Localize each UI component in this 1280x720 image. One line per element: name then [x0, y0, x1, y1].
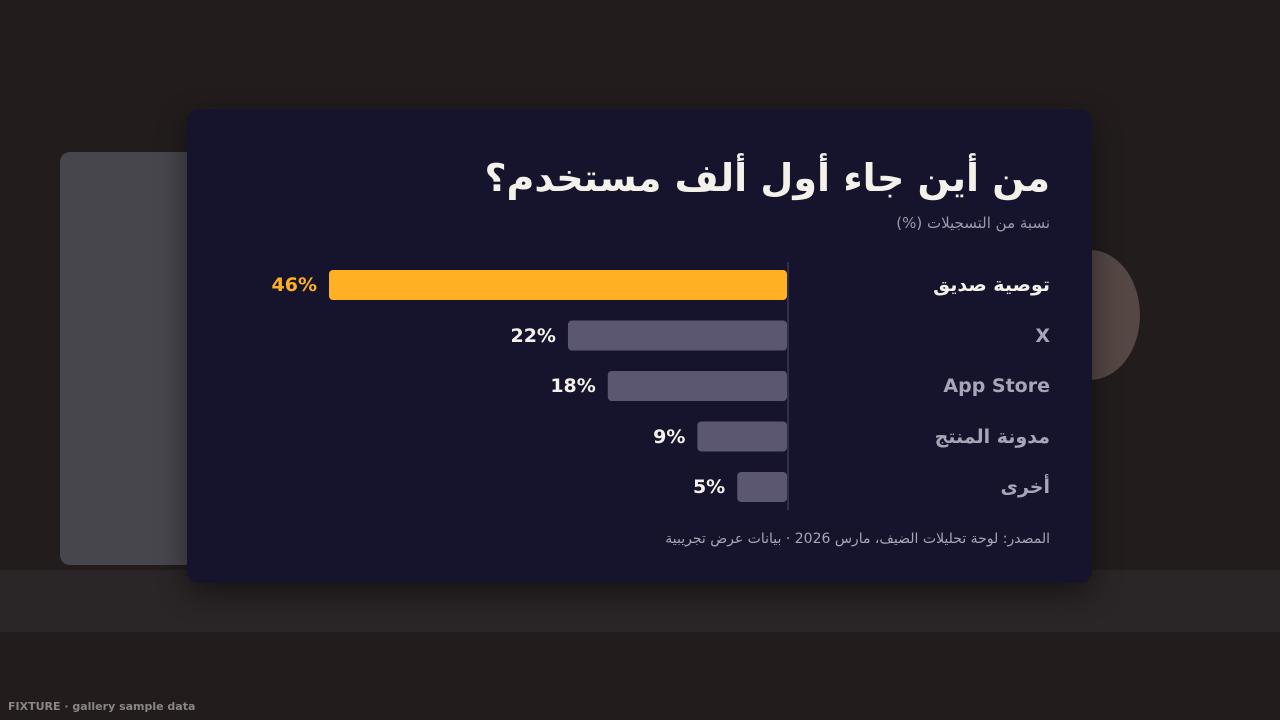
bar: [737, 472, 787, 502]
category-label: أخرى: [1000, 476, 1050, 498]
category-label: مدونة المنتج: [934, 425, 1050, 448]
category-label: App Store: [943, 375, 1050, 397]
value-label: 9%: [653, 425, 686, 448]
category-label: X: [1035, 324, 1050, 347]
category-label: توصية صديق: [933, 274, 1050, 296]
bar: [607, 371, 787, 401]
chart-title: من أين جاء أول ألف مستخدم؟: [484, 156, 1050, 200]
value-label: 18%: [550, 375, 596, 397]
background-card: [60, 152, 200, 565]
value-label: 5%: [692, 476, 726, 498]
value-label: 22%: [510, 324, 556, 347]
bar: [697, 421, 787, 452]
source-note: المصدر: لوحة تحليلات الضيف، مارس 2026 · …: [665, 531, 1050, 547]
bar: [329, 270, 787, 300]
value-label: 46%: [271, 274, 317, 296]
footer: FIXTURE · gallery sample data: [8, 700, 196, 713]
chart-subtitle: نسبة من التسجيلات (%): [896, 214, 1050, 232]
bar: [567, 320, 787, 351]
